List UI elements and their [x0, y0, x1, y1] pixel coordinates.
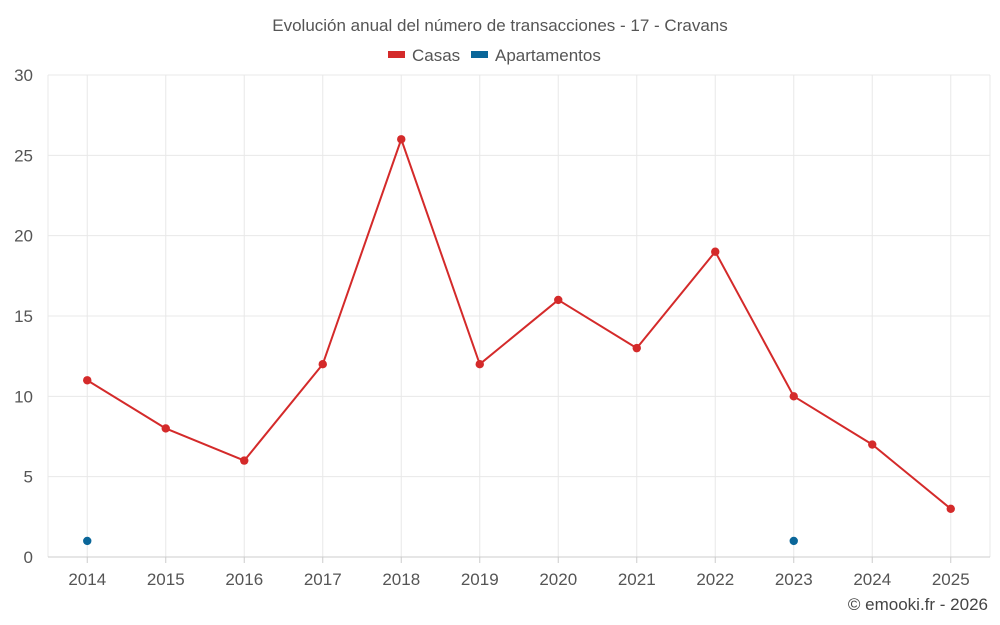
data-point-casas-2018[interactable] [397, 135, 406, 144]
y-tick-label: 0 [24, 548, 33, 567]
x-tick-label: 2020 [539, 570, 577, 589]
x-tick-label: 2022 [696, 570, 734, 589]
data-point-casas-2016[interactable] [240, 456, 249, 465]
y-tick-label: 10 [14, 387, 33, 406]
series-apartamentos [83, 536, 798, 546]
chart-title: Evolución anual del número de transaccio… [272, 16, 727, 35]
legend-label-apartamentos: Apartamentos [495, 46, 601, 65]
data-point-casas-2025[interactable] [946, 504, 955, 513]
x-tick-label: 2016 [225, 570, 263, 589]
data-point-apartamentos-2023[interactable] [789, 536, 798, 546]
x-tick-label: 2024 [853, 570, 891, 589]
data-point-casas-2020[interactable] [554, 295, 563, 305]
y-tick-label: 20 [14, 227, 33, 246]
data-point-casas-2014[interactable] [83, 376, 92, 385]
legend-swatch-apartamentos [471, 51, 488, 58]
data-point-casas-2019[interactable] [475, 360, 484, 369]
series-casas [83, 135, 955, 513]
legend-swatch-casas [388, 51, 405, 58]
data-point-casas-2015[interactable] [161, 424, 170, 433]
legend-item-apartamentos[interactable]: Apartamentos [471, 46, 601, 65]
credit-text: © emooki.fr - 2026 [848, 595, 988, 614]
data-point-casas-2023[interactable] [789, 392, 798, 401]
series [83, 135, 955, 546]
data-point-casas-2017[interactable] [318, 360, 327, 369]
data-point-casas-2024[interactable] [868, 440, 877, 449]
legend-item-casas[interactable]: Casas [388, 46, 460, 65]
y-tick-label: 5 [24, 468, 33, 487]
x-tick-label: 2025 [932, 570, 970, 589]
x-tick-label: 2015 [147, 570, 185, 589]
x-tick-label: 2021 [618, 570, 656, 589]
grid [47, 74, 991, 557]
x-tick-label: 2019 [461, 570, 499, 589]
y-tick-label: 30 [14, 66, 33, 85]
x-tick-label: 2014 [68, 570, 106, 589]
series-line-casas [86, 138, 952, 510]
legend[interactable]: Casas Apartamentos [388, 46, 601, 65]
data-point-casas-2022[interactable] [711, 247, 720, 256]
data-point-casas-2021[interactable] [632, 343, 641, 353]
data-point-apartamentos-2014[interactable] [83, 536, 92, 546]
y-tick-label: 25 [14, 146, 33, 165]
legend-label-casas: Casas [412, 46, 460, 65]
x-tick-label: 2018 [382, 570, 420, 589]
x-tick-label: 2023 [775, 570, 813, 589]
x-tick-label: 2017 [304, 570, 342, 589]
y-tick-label: 15 [14, 307, 33, 326]
